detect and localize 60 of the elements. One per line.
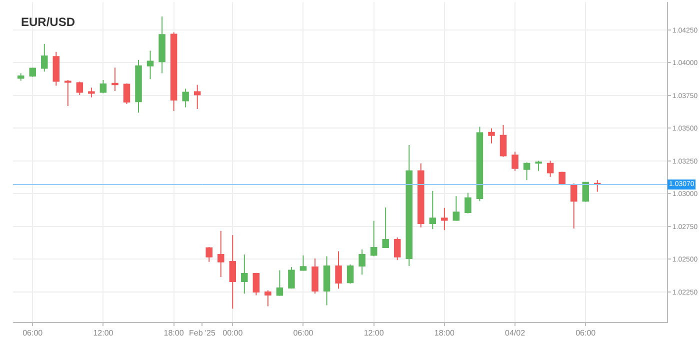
candlestick bbox=[488, 128, 495, 144]
candlestick bbox=[312, 258, 318, 294]
candlestick bbox=[123, 82, 130, 105]
candlestick bbox=[276, 270, 284, 296]
candlestick bbox=[29, 67, 36, 78]
candlestick bbox=[535, 160, 542, 172]
candlestick bbox=[40, 43, 48, 72]
candlestick bbox=[546, 160, 554, 178]
candlestick bbox=[476, 126, 484, 202]
x-tick-label: 18:00 bbox=[164, 328, 184, 338]
candlestick bbox=[346, 264, 354, 284]
candlestick bbox=[523, 162, 530, 181]
candlestick bbox=[394, 237, 401, 261]
candlestick bbox=[300, 254, 307, 272]
x-tick-label: Feb '25 bbox=[189, 328, 216, 338]
candlestick bbox=[88, 87, 95, 98]
candlestick bbox=[464, 192, 472, 214]
x-tick-label: 04/02 bbox=[505, 328, 526, 338]
candlestick bbox=[182, 88, 189, 108]
candlestick bbox=[194, 84, 201, 110]
candlestick bbox=[558, 171, 566, 186]
candlestick bbox=[570, 182, 578, 229]
candlestick bbox=[158, 16, 166, 74]
candlestick bbox=[335, 250, 342, 290]
candlestick bbox=[76, 81, 84, 96]
x-tick-label: 12:00 bbox=[93, 328, 114, 338]
x-tick-label: 12:00 bbox=[364, 328, 384, 338]
candlestick bbox=[170, 32, 178, 112]
candlestick bbox=[582, 181, 589, 202]
candlestick bbox=[229, 234, 236, 310]
candlestick bbox=[264, 290, 272, 307]
candlestick bbox=[100, 79, 107, 94]
candlestick bbox=[64, 79, 72, 106]
candlestick bbox=[206, 246, 212, 262]
x-tick-label: 18:00 bbox=[434, 328, 455, 338]
candlestick bbox=[112, 67, 118, 92]
candlestick bbox=[288, 266, 295, 290]
candlestick bbox=[358, 249, 366, 276]
text: EUR/USD bbox=[21, 15, 76, 29]
candlestick bbox=[135, 59, 142, 114]
candlestick bbox=[441, 207, 448, 231]
x-tick-label: 06:00 bbox=[576, 328, 596, 338]
candlestick bbox=[500, 124, 507, 158]
candlestick bbox=[252, 272, 260, 296]
candlestick bbox=[217, 230, 224, 278]
candlestick bbox=[418, 162, 424, 228]
candlestick bbox=[382, 207, 389, 248]
candlestick bbox=[323, 256, 330, 306]
candlestick bbox=[429, 190, 436, 230]
candlestick bbox=[17, 72, 24, 82]
candlestick bbox=[512, 151, 518, 172]
candlestick bbox=[452, 196, 460, 222]
candlestick bbox=[406, 144, 413, 266]
x-tick-label: 00:00 bbox=[222, 328, 244, 338]
candlestick bbox=[146, 50, 154, 80]
x-tick-label: 06:00 bbox=[22, 328, 44, 338]
candlestick bbox=[370, 220, 378, 257]
candlestick bbox=[241, 254, 248, 294]
candlestick bbox=[52, 51, 60, 86]
x-tick-label: 06:00 bbox=[293, 328, 314, 338]
